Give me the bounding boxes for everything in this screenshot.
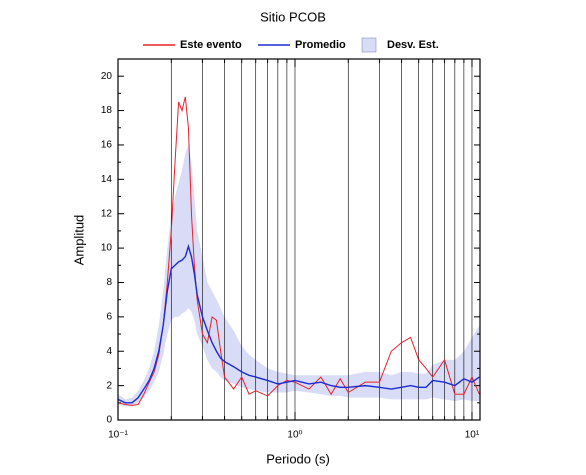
std-band (118, 144, 480, 407)
y-tick-label: 20 (101, 71, 113, 82)
y-axis-label: Amplitud (71, 215, 86, 266)
series-line (117, 243, 480, 404)
y-tick-label: 6 (106, 311, 112, 322)
x-axis-label: Periodo (s) (266, 451, 330, 466)
x-tick-label: 10⁻¹ (108, 430, 128, 441)
chart-title: Sitio PCOB (260, 9, 326, 24)
y-tick-label: 0 (106, 415, 112, 426)
y-tick-label: 18 (101, 105, 113, 116)
y-tick-label: 14 (101, 174, 113, 185)
y-tick-label: 2 (106, 380, 112, 391)
y-tick-label: 16 (101, 140, 113, 151)
legend-label: Este evento (180, 39, 242, 51)
y-tick-label: 12 (101, 208, 113, 219)
legend-label: Promedio (295, 39, 346, 51)
x-tick-label: 10⁰ (287, 430, 302, 441)
plot-frame (117, 58, 481, 421)
y-tick-label: 4 (106, 346, 112, 357)
x-tick-label: 10¹ (465, 430, 480, 441)
legend-label: Desv. Est. (387, 39, 439, 51)
y-tick-label: 8 (106, 277, 112, 288)
legend-swatch (361, 37, 377, 53)
y-tick-label: 10 (101, 243, 113, 254)
